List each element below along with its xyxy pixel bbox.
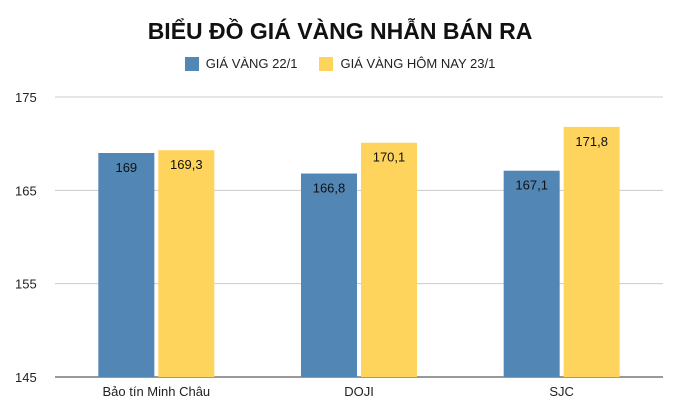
y-tick-label: 175 [15,90,37,105]
chart-title: BIỂU ĐỒ GIÁ VÀNG NHẪN BÁN RA [147,18,533,44]
y-tick-label: 145 [15,370,37,385]
x-tick-label: Bảo tín Minh Châu [102,384,210,399]
bar [301,173,357,377]
bar [98,153,155,377]
data-label: 169,3 [170,157,203,172]
legend-label: GIÁ VÀNG HÔM NAY 23/1 [340,56,496,71]
bar [361,142,417,377]
legend-item-1: GIÁ VÀNG 22/1 [184,56,298,71]
bar [503,170,560,377]
legend-swatch [319,56,334,71]
bar [563,126,620,377]
data-label: 171,8 [575,134,608,149]
x-tick-label: DOJI [344,384,374,399]
y-tick-label: 155 [15,277,37,292]
data-label: 166,8 [313,181,346,196]
legend: GIÁ VÀNG 22/1 GIÁ VÀNG HÔM NAY 23/1 [0,56,680,71]
legend-swatch [184,56,199,71]
bar [158,150,215,377]
legend-label: GIÁ VÀNG 22/1 [205,56,298,71]
data-label: 169 [115,160,137,175]
data-label: 167,1 [515,178,548,193]
legend-item-2: GIÁ VÀNG HÔM NAY 23/1 [319,56,495,71]
data-label: 170,1 [373,150,406,165]
x-tick-label: SJC [549,384,574,399]
y-tick-label: 165 [15,183,37,198]
